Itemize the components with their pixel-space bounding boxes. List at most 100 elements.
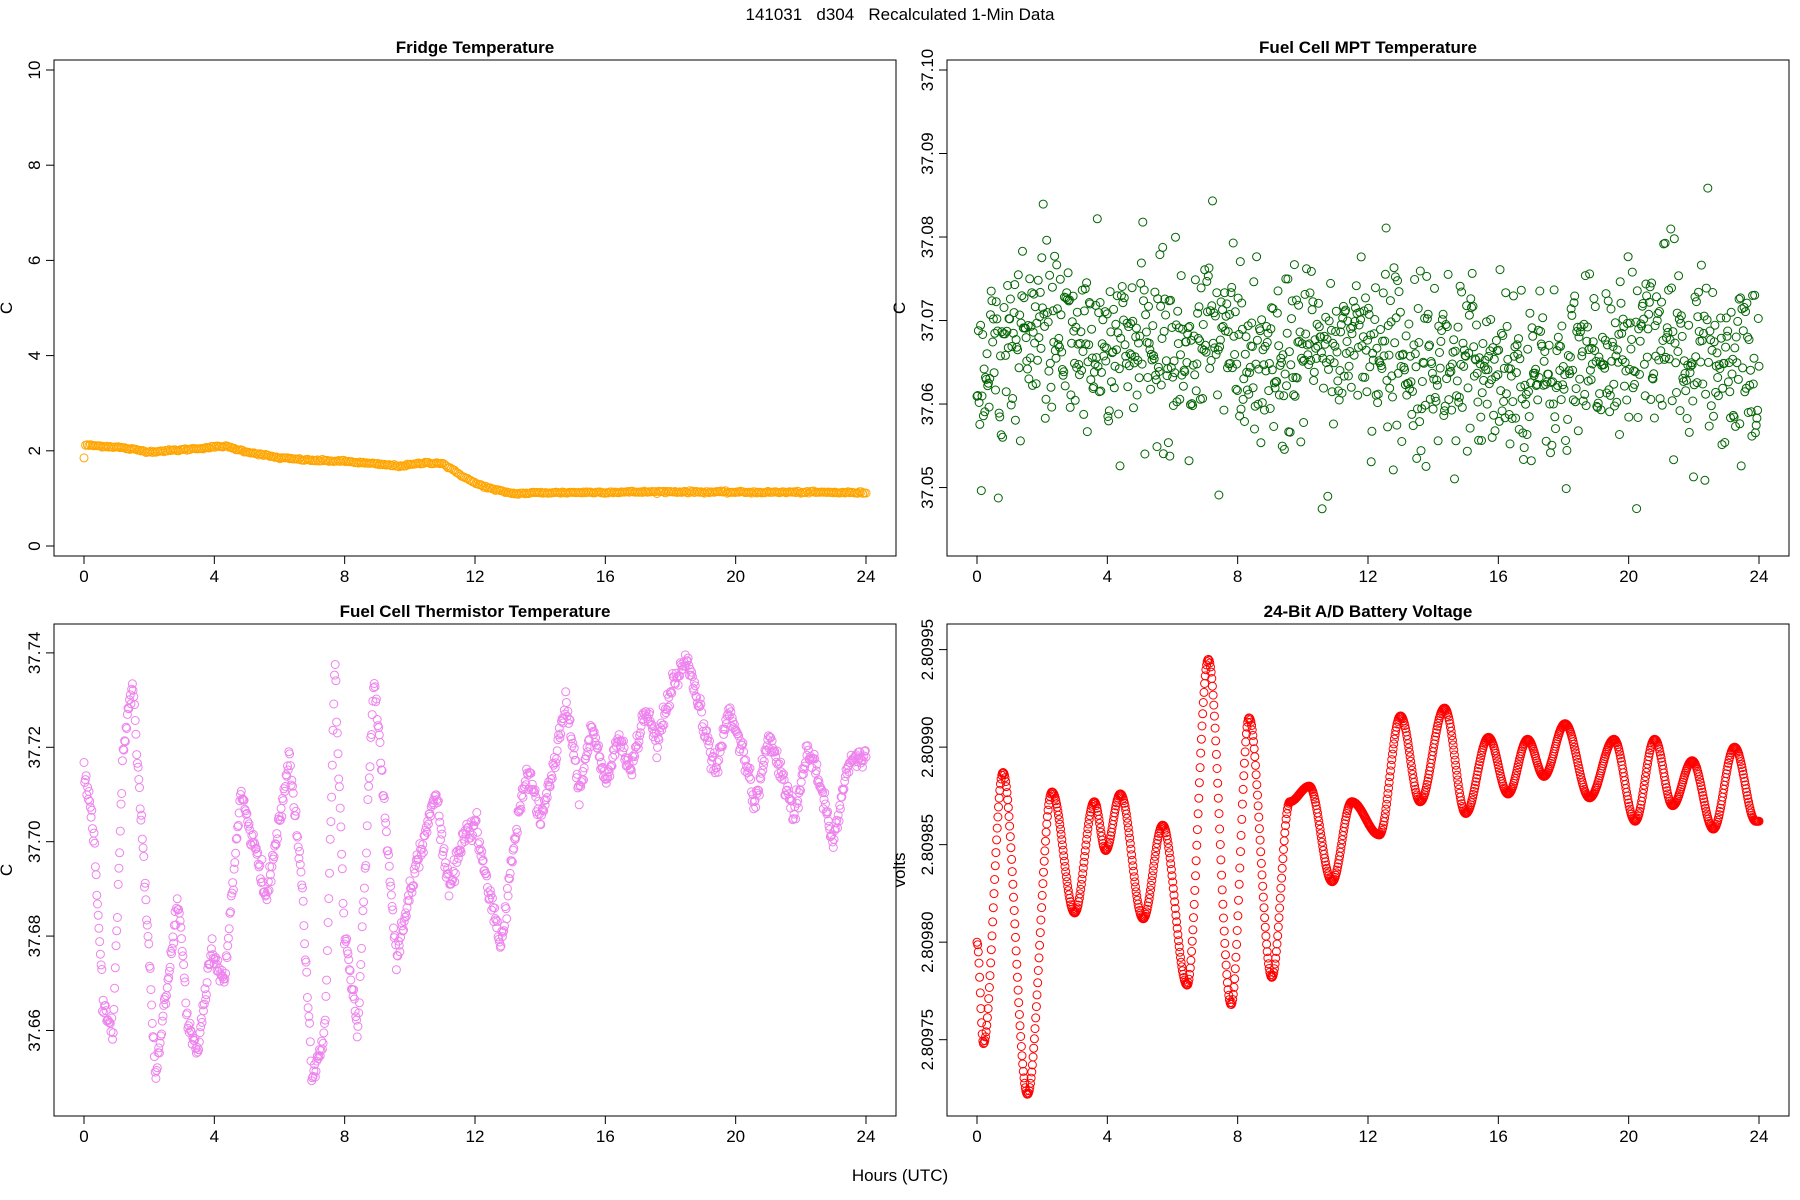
data-point <box>1707 345 1717 355</box>
data-point <box>1333 376 1343 386</box>
data-point <box>1267 365 1277 375</box>
data-point <box>1228 995 1238 1004</box>
data-point <box>1187 936 1197 946</box>
data-point <box>1011 932 1020 942</box>
data-point <box>1519 443 1529 453</box>
data-point <box>1714 360 1724 370</box>
data-point <box>1144 301 1153 311</box>
data-point <box>1171 320 1181 330</box>
data-point <box>1721 342 1731 352</box>
data-point <box>1337 839 1347 849</box>
data-point <box>1718 383 1728 393</box>
data-point <box>483 883 492 892</box>
data-point <box>1447 731 1457 741</box>
data-point <box>1725 387 1735 397</box>
data-point <box>1704 357 1713 367</box>
data-point <box>349 985 359 995</box>
data-point <box>1230 974 1240 984</box>
data-point <box>1715 807 1725 816</box>
data-point <box>179 973 189 983</box>
data-point <box>834 816 844 826</box>
data-point <box>229 864 239 874</box>
data-point <box>1453 780 1463 790</box>
data-point <box>108 1034 117 1044</box>
data-point <box>1672 388 1681 397</box>
x-tick-label: 0 <box>972 1127 981 1146</box>
data-point <box>404 896 414 906</box>
data-point <box>288 781 297 791</box>
data-point <box>356 960 366 969</box>
data-point <box>1387 755 1397 765</box>
data-point <box>1082 829 1092 839</box>
data-point <box>1146 384 1156 394</box>
data-point <box>272 829 282 839</box>
data-point <box>1223 327 1233 337</box>
data-point <box>859 751 869 761</box>
data-point <box>220 974 230 984</box>
data-point <box>1041 394 1051 404</box>
data-point <box>1258 881 1268 891</box>
data-point <box>1060 862 1070 871</box>
data-point <box>1551 424 1560 434</box>
data-point <box>200 984 210 994</box>
data-point <box>221 968 231 978</box>
data-point <box>1727 369 1737 379</box>
data-point <box>1166 865 1176 874</box>
data-point <box>1223 363 1232 373</box>
data-point <box>1510 342 1520 352</box>
data-point <box>1527 323 1537 333</box>
data-point <box>1378 288 1388 298</box>
data-point <box>553 735 563 745</box>
data-point <box>1180 367 1190 377</box>
data-point <box>1102 309 1112 319</box>
data-point <box>79 453 89 463</box>
data-point <box>1657 400 1667 410</box>
data-point <box>1379 351 1389 361</box>
data-point <box>241 806 250 816</box>
data-point <box>1355 307 1365 317</box>
data-point <box>1073 900 1083 910</box>
data-point <box>1277 873 1287 883</box>
data-point <box>475 844 485 854</box>
data-point <box>450 868 460 878</box>
data-point <box>993 812 1003 822</box>
data-point <box>1738 363 1748 373</box>
data-point <box>663 702 673 712</box>
data-point <box>811 766 821 776</box>
data-point <box>1590 302 1600 312</box>
data-point <box>219 977 229 987</box>
data-point <box>394 462 404 472</box>
data-point <box>1643 755 1653 765</box>
data-point <box>1332 865 1342 875</box>
data-point <box>1525 308 1535 318</box>
data-point <box>1347 329 1357 339</box>
data-point <box>1163 438 1173 448</box>
data-point <box>335 803 345 813</box>
data-point <box>144 939 154 949</box>
plot-frame <box>946 623 1790 1117</box>
data-point <box>1146 880 1156 890</box>
data-point <box>1448 740 1458 750</box>
data-point <box>1320 853 1330 863</box>
data-point <box>1204 263 1214 273</box>
data-point <box>1228 989 1238 999</box>
y-tick-label: 6 <box>25 256 44 265</box>
data-point <box>208 950 218 960</box>
data-point <box>1019 293 1029 303</box>
data-point <box>1245 362 1255 372</box>
data-point <box>114 863 124 873</box>
data-point <box>1427 359 1437 369</box>
data-point <box>1104 406 1114 416</box>
data-point <box>1009 906 1019 915</box>
data-point <box>359 883 369 893</box>
data-point <box>127 679 137 689</box>
data-point <box>1474 435 1484 445</box>
data-point <box>1031 379 1041 389</box>
data-point <box>505 874 514 884</box>
data-point <box>1749 353 1759 363</box>
data-point <box>1578 347 1587 357</box>
data-point <box>1321 860 1331 870</box>
data-point <box>376 758 386 768</box>
data-point <box>89 828 99 838</box>
data-point <box>1229 331 1239 341</box>
